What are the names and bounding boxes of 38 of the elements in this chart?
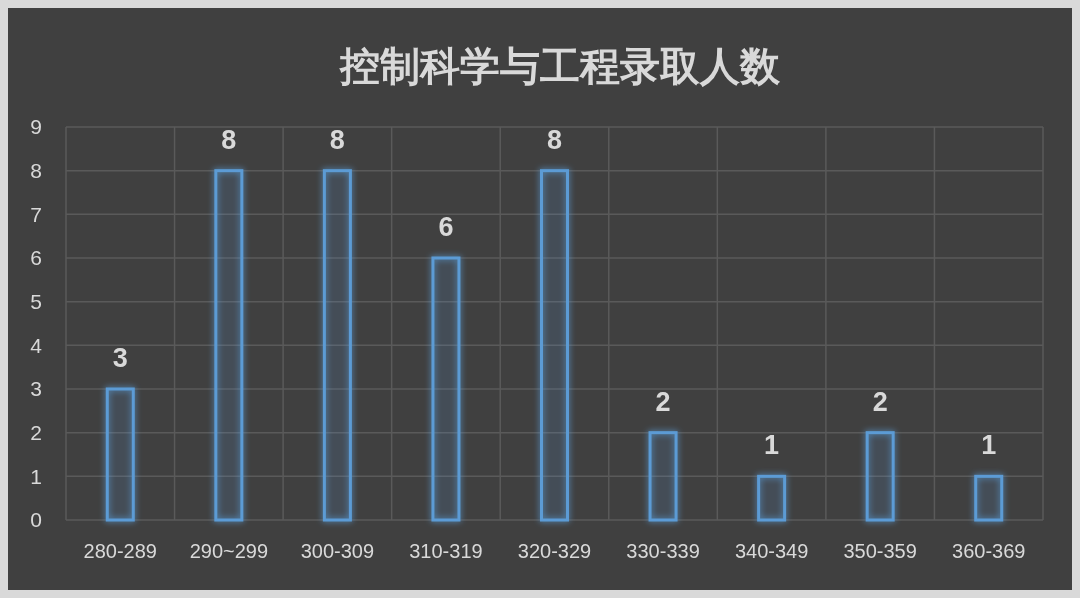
y-tick-label: 6 (30, 246, 42, 270)
x-tick-label: 310-319 (409, 540, 483, 563)
x-tick-label: 340-349 (734, 540, 809, 563)
data-label: 8 (546, 124, 563, 155)
x-tick-label: 350-359 (843, 540, 917, 563)
bar (865, 431, 895, 522)
bar (214, 169, 244, 522)
y-tick-label: 9 (30, 115, 42, 139)
bar (757, 474, 787, 522)
bar (648, 431, 678, 522)
data-label: 8 (329, 124, 345, 155)
x-tick-label: 320-329 (517, 540, 592, 563)
x-tick-label: 360-369 (952, 540, 1026, 563)
x-tick-label: 290~299 (189, 540, 269, 563)
data-label: 3 (112, 343, 128, 373)
data-label: 8 (221, 124, 237, 155)
y-tick-label: 1 (30, 464, 42, 488)
bar (974, 474, 1004, 522)
y-tick-label: 4 (30, 333, 43, 357)
data-label: 6 (438, 212, 454, 242)
x-tick-label: 330-339 (626, 540, 700, 563)
y-tick-label: 0 (30, 508, 42, 532)
x-tick-label: 300-309 (300, 540, 375, 563)
y-tick-label: 3 (30, 377, 42, 401)
y-tick-label: 5 (30, 289, 42, 313)
chart-title: 控制科学与工程录取人数 (339, 44, 781, 88)
data-label: 1 (764, 430, 780, 461)
bar (105, 387, 135, 522)
data-label: 2 (872, 386, 888, 417)
data-label: 2 (655, 386, 671, 417)
data-label: 1 (981, 430, 997, 461)
y-tick-label: 8 (30, 158, 42, 182)
y-tick-label: 2 (30, 420, 42, 444)
bar (322, 169, 352, 522)
bar (431, 256, 461, 522)
bar (540, 169, 569, 522)
y-tick-label: 7 (30, 202, 42, 226)
x-tick-label: 280-289 (83, 540, 157, 563)
